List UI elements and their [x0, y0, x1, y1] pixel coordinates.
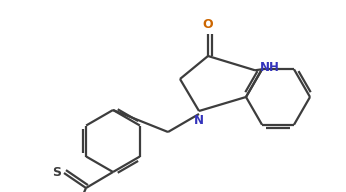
Text: NH: NH: [260, 61, 280, 74]
Text: N: N: [194, 113, 204, 127]
Text: O: O: [203, 18, 213, 31]
Text: S: S: [53, 166, 62, 179]
